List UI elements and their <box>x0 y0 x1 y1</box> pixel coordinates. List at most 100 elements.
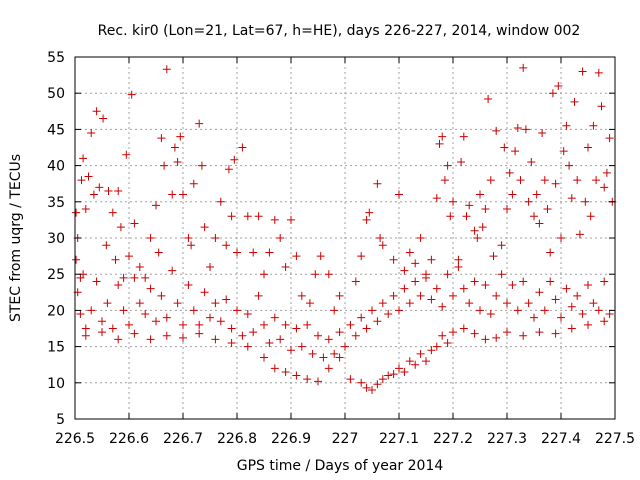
data-point <box>122 150 131 159</box>
y-tick-label: 50 <box>47 86 65 102</box>
data-point <box>535 288 544 297</box>
data-point <box>227 212 236 221</box>
data-point <box>146 234 155 242</box>
data-point <box>602 168 611 177</box>
data-point <box>311 270 320 279</box>
data-point <box>600 317 609 326</box>
data-point <box>238 143 247 152</box>
data-point <box>141 273 150 282</box>
y-tick-label: 45 <box>47 122 65 138</box>
data-point <box>589 299 598 308</box>
data-point <box>287 215 295 224</box>
data-point <box>389 291 398 300</box>
data-point <box>197 161 206 170</box>
data-point <box>200 288 209 297</box>
data-point <box>314 331 322 340</box>
data-point <box>373 317 382 326</box>
data-point <box>276 234 285 242</box>
data-point <box>233 248 241 257</box>
data-point <box>260 270 268 279</box>
data-point <box>459 132 468 141</box>
data-point <box>567 302 576 311</box>
data-point <box>222 241 231 250</box>
data-point <box>573 176 582 185</box>
data-point <box>470 277 479 286</box>
data-point <box>281 320 290 329</box>
data-point <box>357 252 366 261</box>
data-point <box>373 179 382 188</box>
data-point <box>125 252 133 261</box>
data-point <box>486 310 495 319</box>
data-point <box>119 273 128 282</box>
data-point <box>521 125 530 134</box>
data-point <box>489 252 498 261</box>
data-point <box>303 320 312 329</box>
data-point <box>443 270 452 279</box>
data-point <box>432 194 441 203</box>
data-point <box>395 364 403 373</box>
data-point <box>594 306 603 315</box>
data-point <box>473 234 482 242</box>
data-point <box>459 284 468 293</box>
data-point <box>152 317 160 326</box>
data-point <box>195 329 204 338</box>
data-point <box>427 346 436 355</box>
data-point <box>470 226 479 235</box>
data-point <box>497 241 506 250</box>
data-point <box>378 375 387 384</box>
data-point <box>157 134 166 143</box>
data-point <box>405 299 414 308</box>
data-point <box>114 335 123 344</box>
data-point <box>513 306 522 315</box>
data-point <box>435 139 444 148</box>
data-point <box>532 190 541 199</box>
data-point <box>551 329 560 338</box>
data-point <box>600 183 609 192</box>
data-point <box>519 277 528 286</box>
data-point <box>454 262 463 271</box>
data-point <box>373 380 382 389</box>
data-point <box>346 320 355 329</box>
data-point <box>184 281 193 290</box>
data-point <box>535 328 544 337</box>
data-point <box>432 284 441 293</box>
data-point <box>605 310 614 319</box>
data-point <box>173 299 182 308</box>
data-point <box>476 190 484 199</box>
data-point <box>357 378 366 387</box>
x-axis-label: GPS time / Days of year 2014 <box>237 458 444 474</box>
data-point <box>411 360 420 369</box>
data-point <box>335 353 344 362</box>
data-point <box>527 157 536 166</box>
data-point <box>581 197 590 206</box>
data-point <box>405 357 414 366</box>
data-point <box>457 157 466 166</box>
data-point <box>102 241 111 250</box>
data-point <box>162 331 171 340</box>
data-point <box>443 338 452 347</box>
data-point <box>535 219 544 228</box>
data-point <box>465 299 474 308</box>
data-point <box>503 205 511 214</box>
data-point <box>108 208 117 217</box>
data-point <box>130 273 139 282</box>
data-point <box>592 176 601 185</box>
data-point <box>459 324 468 333</box>
data-point <box>427 295 436 304</box>
data-point <box>540 176 549 185</box>
data-point <box>589 121 598 130</box>
data-point <box>538 129 547 138</box>
data-point <box>497 270 506 279</box>
x-tick-label: 226.6 <box>109 431 149 447</box>
data-point <box>540 306 549 315</box>
data-point <box>524 299 533 308</box>
data-point <box>222 295 231 304</box>
data-point <box>330 349 339 358</box>
grid-lines <box>75 57 615 419</box>
data-point <box>384 371 393 380</box>
data-point <box>500 143 509 152</box>
data-point <box>584 281 592 290</box>
data-point <box>98 317 106 326</box>
data-point <box>260 353 268 362</box>
data-point <box>297 342 306 351</box>
